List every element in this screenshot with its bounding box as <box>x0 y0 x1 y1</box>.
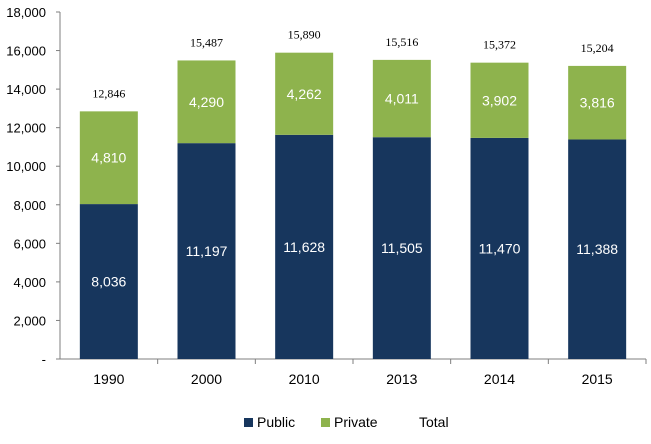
data-label-private: 3,902 <box>482 92 517 108</box>
x-tick-label: 1990 <box>93 371 124 387</box>
x-tick-label: 2000 <box>191 371 222 387</box>
data-label-public: 11,388 <box>576 241 618 257</box>
total-label: 15,204 <box>581 41 614 55</box>
data-label-public: 11,470 <box>479 240 521 256</box>
bar-segment-private-2013 <box>372 59 431 138</box>
y-tick-label: 18,000 <box>6 5 46 20</box>
data-label-private: 4,011 <box>385 91 419 107</box>
bar-segment-public-2015 <box>568 139 627 359</box>
y-tick-label: 12,000 <box>6 121 46 136</box>
bar-segment-private-1990 <box>79 111 138 205</box>
data-label-public: 11,628 <box>283 239 325 255</box>
total-label: 15,372 <box>483 38 516 52</box>
bar-segment-private-2015 <box>568 65 627 140</box>
data-label-private: 4,290 <box>189 94 224 110</box>
total-label: 12,846 <box>92 86 125 100</box>
bar-segment-private-2014 <box>470 62 529 138</box>
y-tick-label: 8,000 <box>13 198 46 213</box>
x-tick-label: 2010 <box>289 371 320 387</box>
bar-segment-public-2013 <box>372 137 431 359</box>
x-tick-label: 2015 <box>582 371 613 387</box>
data-label-public: 8,036 <box>91 274 126 290</box>
x-tick-label: 2014 <box>484 371 515 387</box>
bar-segment-private-2010 <box>275 52 334 135</box>
y-tick-label: 16,000 <box>6 44 46 59</box>
y-tick-label: 10,000 <box>6 159 46 174</box>
y-tick-label: 6,000 <box>13 236 46 251</box>
bar-segment-public-2010 <box>275 134 334 359</box>
y-tick-label: 2,000 <box>13 313 46 328</box>
bar-segment-public-1990 <box>79 204 138 359</box>
data-label-private: 4,262 <box>287 86 322 102</box>
total-label: 15,487 <box>190 35 223 49</box>
legend-swatch-private <box>321 418 330 427</box>
data-label-public: 11,505 <box>381 240 423 256</box>
y-tick-label: 4,000 <box>13 275 46 290</box>
y-tick-label: - <box>42 352 46 367</box>
legend-label-public: Public <box>257 414 295 430</box>
x-tick-label: 2013 <box>386 371 417 387</box>
data-label-private: 3,816 <box>580 95 615 111</box>
bar-segment-public-2000 <box>177 143 236 359</box>
legend-label-total: Total <box>419 414 449 430</box>
data-label-private: 4,810 <box>91 150 126 166</box>
legend-label-private: Private <box>334 414 378 430</box>
data-label-public: 11,197 <box>186 243 228 259</box>
legend-swatch-public <box>244 418 253 427</box>
bar-segment-private-2000 <box>177 60 236 144</box>
y-tick-label: 14,000 <box>6 82 46 97</box>
total-label: 15,890 <box>288 28 321 42</box>
bar-segment-public-2014 <box>470 137 529 359</box>
total-label: 15,516 <box>385 35 418 49</box>
